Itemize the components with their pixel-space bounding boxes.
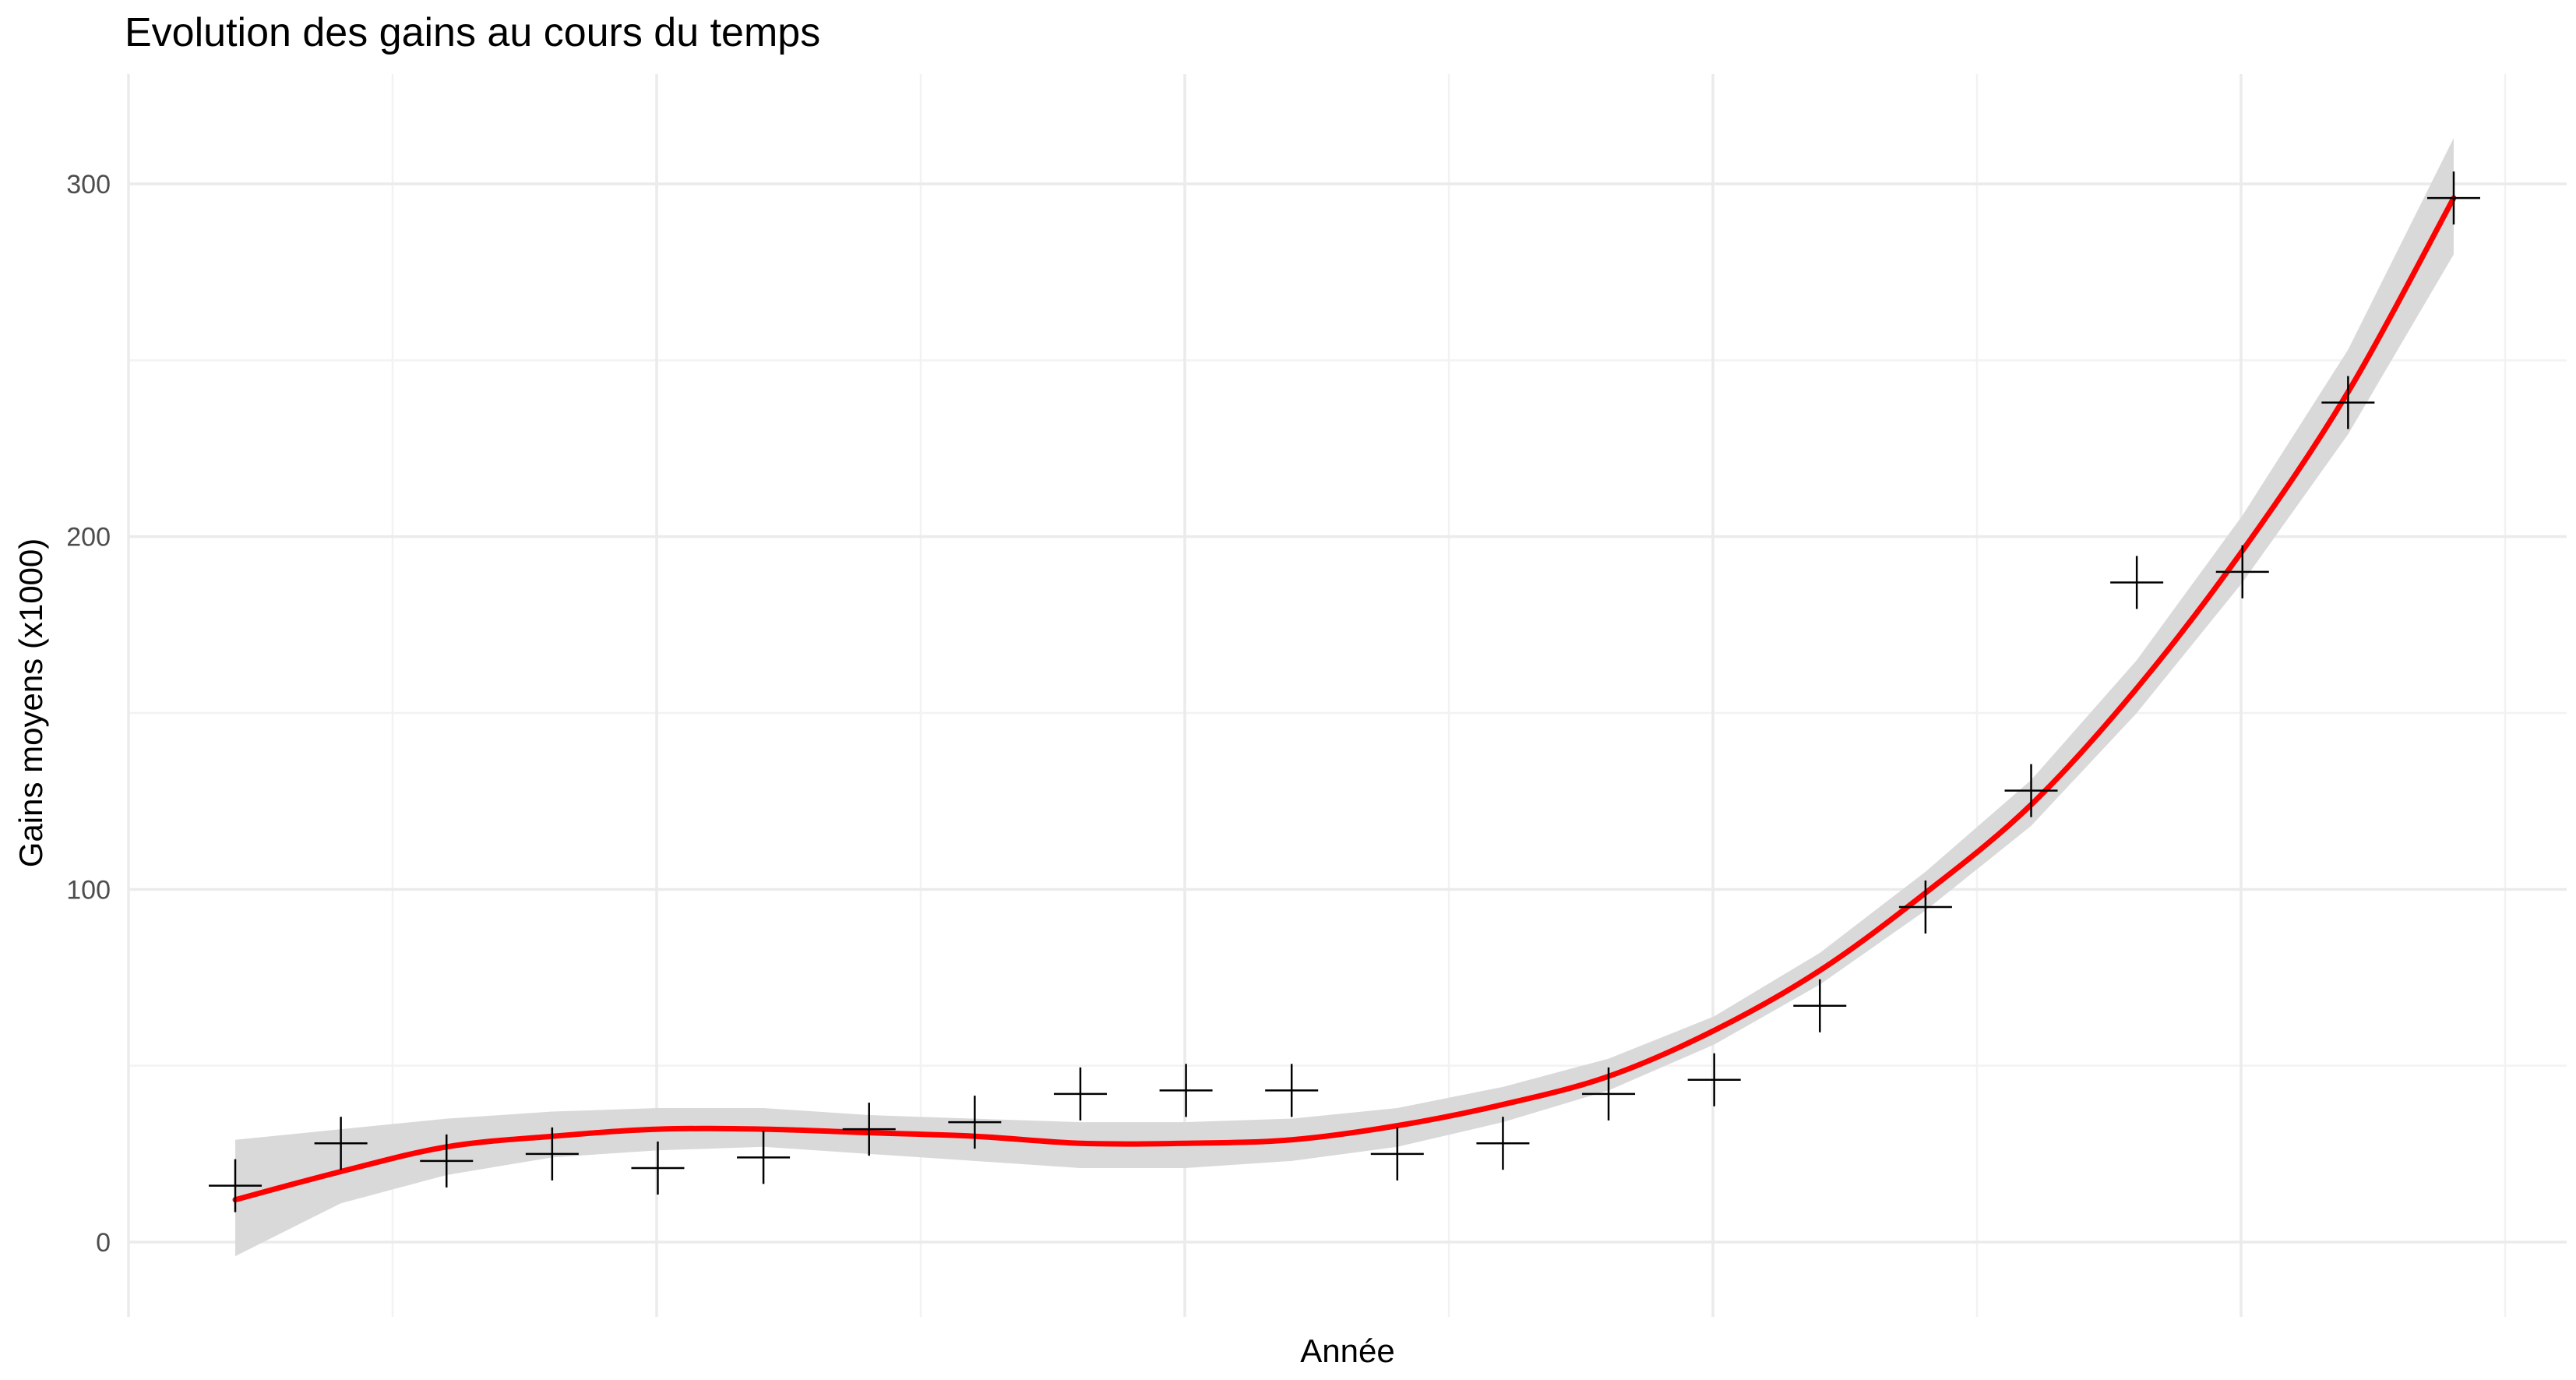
data-point <box>314 1117 368 1170</box>
y-tick-label: 0 <box>96 1228 111 1258</box>
data-point <box>2321 376 2375 429</box>
data-point <box>737 1131 791 1184</box>
data-point <box>1793 979 1847 1032</box>
data-point <box>1159 1064 1213 1117</box>
grid-major <box>127 74 2567 1317</box>
y-axis-title: Gains moyens (x1000) <box>12 538 49 868</box>
data-point <box>1053 1067 1107 1121</box>
confidence-band-layer <box>235 138 2454 1257</box>
data-point <box>420 1134 474 1188</box>
data-point <box>1898 880 1952 934</box>
y-tick-label: 300 <box>66 170 111 199</box>
data-point <box>1687 1053 1741 1106</box>
data-point <box>525 1127 579 1181</box>
data-point <box>2110 556 2164 609</box>
data-point <box>948 1096 1002 1149</box>
x-axis-title: Année <box>1300 1332 1394 1369</box>
fit-line-layer <box>232 195 2457 1203</box>
data-point <box>631 1141 685 1195</box>
data-point <box>1582 1067 1636 1121</box>
confidence-band <box>235 138 2454 1257</box>
data-point <box>1476 1117 1530 1170</box>
data-point <box>1265 1064 1319 1117</box>
points-layer <box>209 171 2480 1212</box>
data-point <box>1370 1127 1424 1181</box>
chart-title: Evolution des gains au cours du temps <box>125 10 821 55</box>
y-tick-label: 200 <box>66 523 111 552</box>
data-point <box>842 1103 896 1156</box>
data-point <box>2427 171 2480 225</box>
grid-minor <box>129 74 2567 1317</box>
data-point <box>209 1159 262 1212</box>
y-axis-ticks: 0 100 200 300 <box>66 170 111 1258</box>
smooth-fit-line <box>232 195 2457 1203</box>
y-tick-label: 100 <box>66 875 111 905</box>
data-point <box>2215 545 2269 598</box>
data-point <box>2004 764 2058 817</box>
